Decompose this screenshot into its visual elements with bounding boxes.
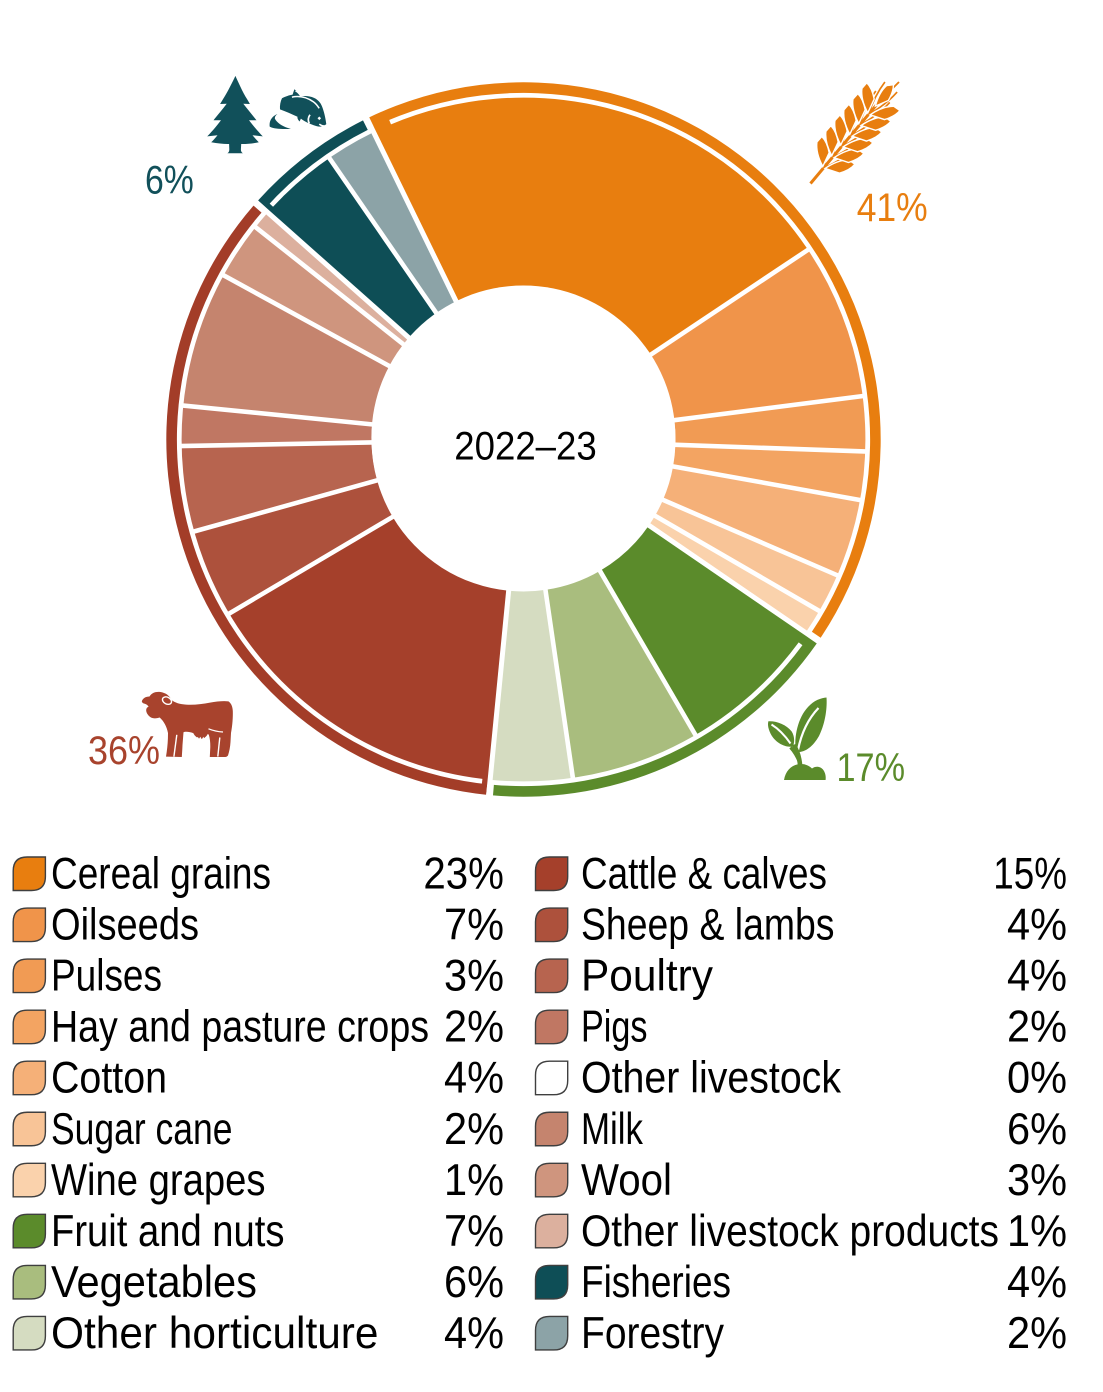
svg-text:4%: 4%: [1007, 901, 1067, 950]
svg-text:36%: 36%: [88, 729, 160, 773]
svg-text:4%: 4%: [1007, 952, 1067, 1001]
svg-text:3%: 3%: [1007, 1156, 1067, 1205]
svg-text:17%: 17%: [837, 746, 906, 790]
svg-text:Cereal grains: Cereal grains: [51, 850, 271, 899]
svg-text:Wine grapes: Wine grapes: [51, 1156, 266, 1205]
svg-text:6%: 6%: [444, 1258, 504, 1307]
svg-text:Other livestock products: Other livestock products: [581, 1207, 999, 1256]
svg-text:Pulses: Pulses: [51, 952, 162, 1001]
svg-text:23%: 23%: [423, 850, 504, 899]
svg-text:3%: 3%: [444, 952, 504, 1001]
svg-text:2%: 2%: [444, 1105, 504, 1154]
svg-text:2%: 2%: [1007, 1003, 1067, 1052]
svg-text:Other horticulture: Other horticulture: [51, 1309, 379, 1358]
svg-text:6%: 6%: [1007, 1105, 1067, 1154]
svg-text:Pigs: Pigs: [581, 1003, 648, 1052]
svg-text:4%: 4%: [444, 1054, 504, 1103]
svg-text:Vegetables: Vegetables: [51, 1258, 257, 1307]
svg-text:15%: 15%: [993, 850, 1067, 899]
svg-text:Milk: Milk: [581, 1105, 644, 1154]
svg-text:7%: 7%: [444, 901, 504, 950]
svg-text:Cattle & calves: Cattle & calves: [581, 850, 827, 899]
svg-text:2%: 2%: [444, 1003, 504, 1052]
svg-text:Hay and pasture crops: Hay and pasture crops: [51, 1003, 429, 1052]
svg-text:0%: 0%: [1007, 1054, 1067, 1103]
svg-text:4%: 4%: [1007, 1258, 1067, 1307]
svg-text:Cotton: Cotton: [51, 1054, 167, 1103]
svg-text:41%: 41%: [857, 186, 928, 230]
svg-text:1%: 1%: [444, 1156, 504, 1205]
svg-text:7%: 7%: [444, 1207, 504, 1256]
svg-text:Wool: Wool: [581, 1156, 672, 1205]
svg-text:Other livestock: Other livestock: [581, 1054, 842, 1103]
svg-text:Sheep & lambs: Sheep & lambs: [581, 901, 835, 950]
svg-text:2%: 2%: [1007, 1309, 1067, 1358]
svg-text:6%: 6%: [145, 159, 194, 203]
svg-text:Oilseeds: Oilseeds: [51, 901, 199, 950]
svg-text:Fisheries: Fisheries: [581, 1258, 731, 1307]
svg-text:4%: 4%: [444, 1309, 504, 1358]
svg-text:2022–23: 2022–23: [454, 425, 597, 469]
svg-text:Forestry: Forestry: [581, 1309, 725, 1358]
svg-text:Poultry: Poultry: [581, 952, 714, 1001]
svg-text:1%: 1%: [1007, 1207, 1067, 1256]
svg-text:Sugar cane: Sugar cane: [51, 1105, 233, 1154]
svg-text:Fruit and nuts: Fruit and nuts: [51, 1207, 285, 1256]
